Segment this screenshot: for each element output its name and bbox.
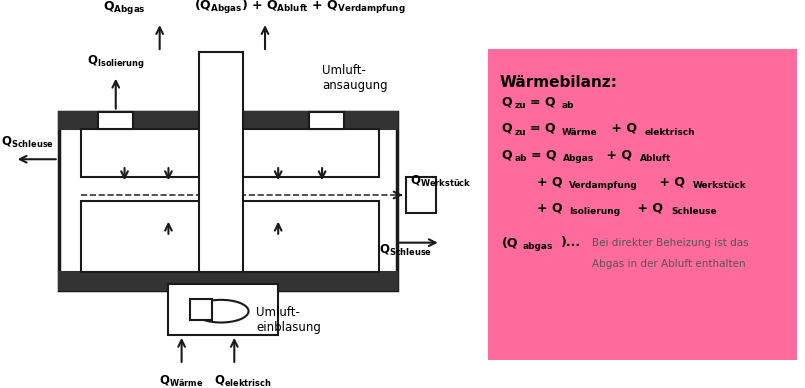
Text: Q$_{\mathregular{Isolierung}}$: Q$_{\mathregular{Isolierung}}$ [87,53,145,70]
Text: Q$_{\mathregular{Wärme}}$: Q$_{\mathregular{Wärme}}$ [159,374,204,388]
Bar [199,52,243,272]
Text: abgas: abgas [522,242,553,251]
Text: Verdampfung: Verdampfung [569,181,638,190]
Text: Wärmebilanz:: Wärmebilanz: [499,74,617,90]
Text: Q: Q [502,149,512,161]
Bar [191,299,213,320]
Text: Q$_{\mathregular{Werkstück}}$: Q$_{\mathregular{Werkstück}}$ [410,174,472,189]
Text: Isolierung: Isolierung [569,207,620,216]
Text: ab: ab [515,154,527,163]
Text: elektrisch: elektrisch [644,128,695,137]
Text: = Q: = Q [530,95,555,108]
Text: (Q: (Q [502,236,518,249]
Text: Schleuse: Schleuse [671,207,716,216]
Text: Bei direkter Beheizung ist das: Bei direkter Beheizung ist das [592,238,749,248]
Text: zu: zu [515,101,526,110]
Bar [80,201,379,272]
Bar [80,130,379,177]
Bar [59,112,397,290]
Text: + Q: + Q [606,122,637,135]
Bar [59,272,397,290]
Text: Umluft-
ansaugung: Umluft- ansaugung [322,64,388,92]
Text: Abgas in der Abluft enthalten: Abgas in der Abluft enthalten [592,259,745,269]
Text: zu: zu [515,128,526,137]
Text: + Q: + Q [537,175,563,188]
Bar [98,112,134,130]
Text: )...: )... [560,236,580,249]
Text: Q: Q [502,95,512,108]
Bar [168,284,279,335]
Text: + Q: + Q [655,175,686,188]
Bar [309,112,344,130]
Text: + Q: + Q [537,202,563,215]
Text: Umluft-
einblasung: Umluft- einblasung [256,306,321,334]
Text: = Q: = Q [530,149,556,161]
Text: Q$_{\mathregular{Schleuse}}$: Q$_{\mathregular{Schleuse}}$ [379,242,432,258]
Text: Wärme: Wärme [562,128,597,137]
Bar [406,177,436,213]
Text: Q$_{\mathregular{Schleuse}}$: Q$_{\mathregular{Schleuse}}$ [2,135,55,150]
Text: Q$_{\mathregular{elektrisch}}$: Q$_{\mathregular{elektrisch}}$ [214,374,272,388]
Text: + Q: + Q [634,202,663,215]
Text: ab: ab [562,101,574,110]
Text: Abluft: Abluft [640,154,671,163]
Bar [488,49,797,360]
Text: Abgas: Abgas [563,154,594,163]
Bar [59,112,397,130]
Text: = Q: = Q [530,122,555,135]
Text: Werkstück: Werkstück [693,181,747,190]
Text: + Q: + Q [602,149,632,161]
Text: (Q$_{\mathregular{Abgas}}$) + Q$_{\mathregular{Abluft}}$ + Q$_{\mathregular{Verd: (Q$_{\mathregular{Abgas}}$) + Q$_{\mathr… [194,0,406,16]
Text: Q$_{\mathregular{Abgas}}$: Q$_{\mathregular{Abgas}}$ [103,0,146,16]
Text: Q: Q [502,122,512,135]
